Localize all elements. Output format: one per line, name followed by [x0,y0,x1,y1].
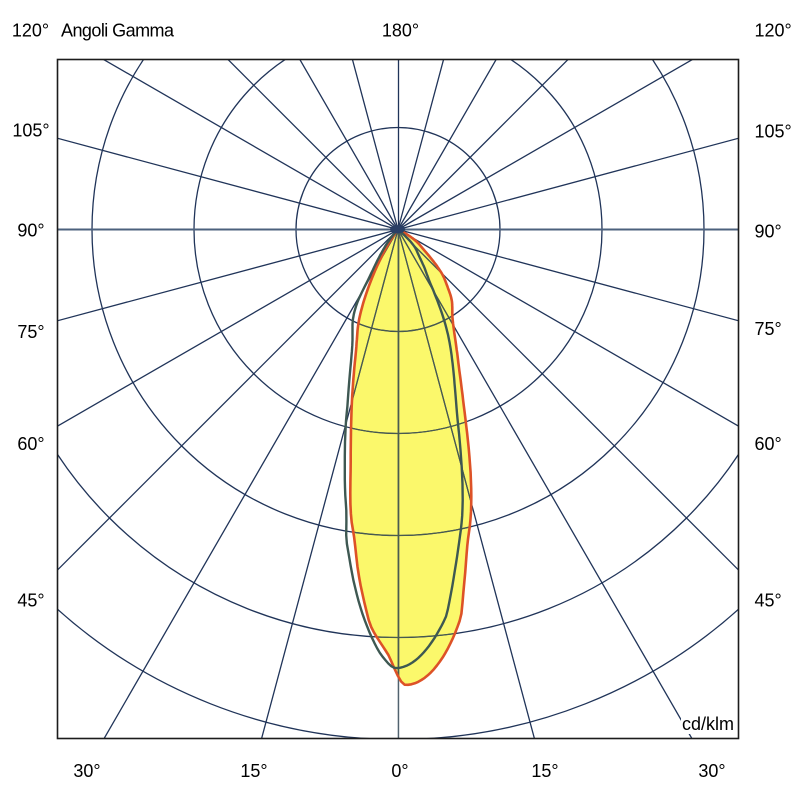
svg-text:45°: 45° [17,591,44,611]
svg-text:105°: 105° [12,121,49,141]
svg-text:45°: 45° [755,591,782,611]
svg-text:90°: 90° [755,222,782,242]
svg-text:30°: 30° [73,761,100,781]
svg-text:75°: 75° [755,319,782,339]
svg-text:60°: 60° [755,434,782,454]
svg-text:cd/klm: cd/klm [682,714,734,734]
svg-text:15°: 15° [240,761,267,781]
svg-text:120°: 120° [12,20,49,40]
svg-text:105°: 105° [755,122,792,142]
svg-text:180°: 180° [382,20,419,40]
svg-text:Angoli Gamma: Angoli Gamma [61,20,175,40]
svg-text:90°: 90° [17,221,44,241]
svg-text:60°: 60° [17,434,44,454]
svg-text:0°: 0° [391,761,408,781]
svg-text:15°: 15° [531,761,558,781]
svg-text:120°: 120° [755,20,792,40]
svg-text:75°: 75° [17,322,44,342]
svg-text:30°: 30° [698,761,725,781]
